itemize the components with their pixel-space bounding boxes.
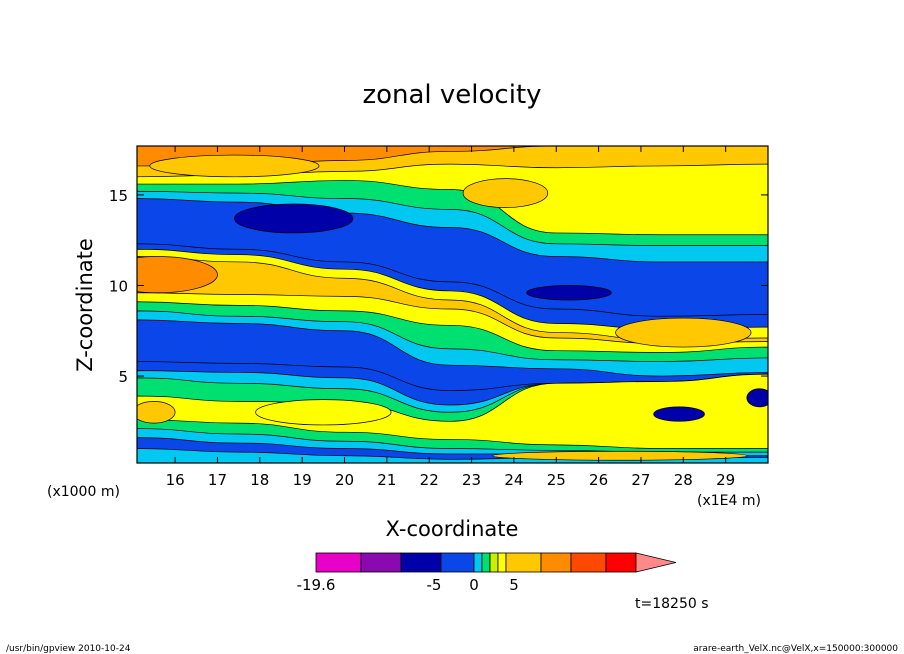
time-label: t=18250 s xyxy=(635,596,709,612)
colorbar-segment-2 xyxy=(400,552,442,573)
colorbar-label-0: -19.6 xyxy=(297,576,336,594)
x-unit-right-label: (x1E4 m) xyxy=(697,493,761,509)
footer-left: /usr/bin/gpview 2010-10-24 xyxy=(6,644,131,654)
contour-island-2 xyxy=(234,203,354,234)
colorbar-label-1: -5 xyxy=(427,576,442,594)
colorbar-segment-10 xyxy=(570,552,607,573)
contour-island-6 xyxy=(653,406,705,422)
contour-plot-area xyxy=(137,146,768,463)
x-tick-label-19: 19 xyxy=(293,471,312,489)
contour-island-4 xyxy=(615,317,752,348)
colorbar-extend-arrow xyxy=(635,552,677,573)
x-tick-label-20: 20 xyxy=(335,471,354,489)
colorbar-segment-1 xyxy=(360,552,402,573)
x-tick-label-29: 29 xyxy=(716,471,735,489)
colorbar-segment-6 xyxy=(489,552,499,573)
contour-island-3 xyxy=(526,285,612,301)
x-tick-label-17: 17 xyxy=(208,471,227,489)
colorbar-segment-0 xyxy=(315,552,362,573)
x-tick-label-16: 16 xyxy=(166,471,185,489)
x-tick-label-22: 22 xyxy=(420,471,439,489)
plot-frame xyxy=(136,145,769,464)
x-tick-label-21: 21 xyxy=(377,471,396,489)
contour-island-10 xyxy=(492,450,748,461)
contour-island-8 xyxy=(137,401,176,424)
x-axis-label: X-coordinate xyxy=(386,517,519,541)
colorbar: -19.6 -5 0 5 xyxy=(297,552,677,594)
y-axis-label: Z-coordinate xyxy=(73,238,97,372)
x-tick-label-18: 18 xyxy=(250,471,269,489)
x-tick-label-28: 28 xyxy=(674,471,693,489)
colorbar-segment-9 xyxy=(540,552,572,573)
y-tick-label-5: 5 xyxy=(118,368,128,386)
colorbar-segment-11 xyxy=(605,552,637,573)
colorbar-segment-3 xyxy=(440,552,475,573)
contour-island-0 xyxy=(462,178,549,208)
contour-island-9 xyxy=(137,256,218,294)
x-unit-left-label: (x1000 m) xyxy=(47,484,120,500)
chart-title: zonal velocity xyxy=(362,80,541,110)
footer-right: arare-earth_VelX.nc@VelX,x=150000:300000 xyxy=(693,644,898,654)
colorbar-segment-8 xyxy=(505,552,542,573)
y-tick-label-15: 15 xyxy=(109,187,128,205)
x-tick-label-26: 26 xyxy=(589,471,608,489)
x-tick-label-27: 27 xyxy=(631,471,650,489)
x-axis-ticks: 16 17 18 19 20 21 22 23 24 25 26 27 28 29 xyxy=(166,146,735,489)
contour-island-7 xyxy=(746,388,768,408)
y-tick-label-10: 10 xyxy=(109,277,128,295)
y-axis-ticks: 5 10 15 xyxy=(109,187,768,386)
colorbar-segment-7 xyxy=(497,552,507,573)
contour-island-5 xyxy=(255,399,392,426)
x-tick-label-24: 24 xyxy=(504,471,523,489)
x-tick-label-23: 23 xyxy=(462,471,481,489)
colorbar-segment-5 xyxy=(481,552,491,573)
colorbar-label-3: 5 xyxy=(509,576,519,594)
colorbar-segment-4 xyxy=(473,552,483,573)
x-tick-label-25: 25 xyxy=(547,471,566,489)
contour-island-1 xyxy=(149,154,320,178)
colorbar-label-2: 0 xyxy=(469,576,479,594)
